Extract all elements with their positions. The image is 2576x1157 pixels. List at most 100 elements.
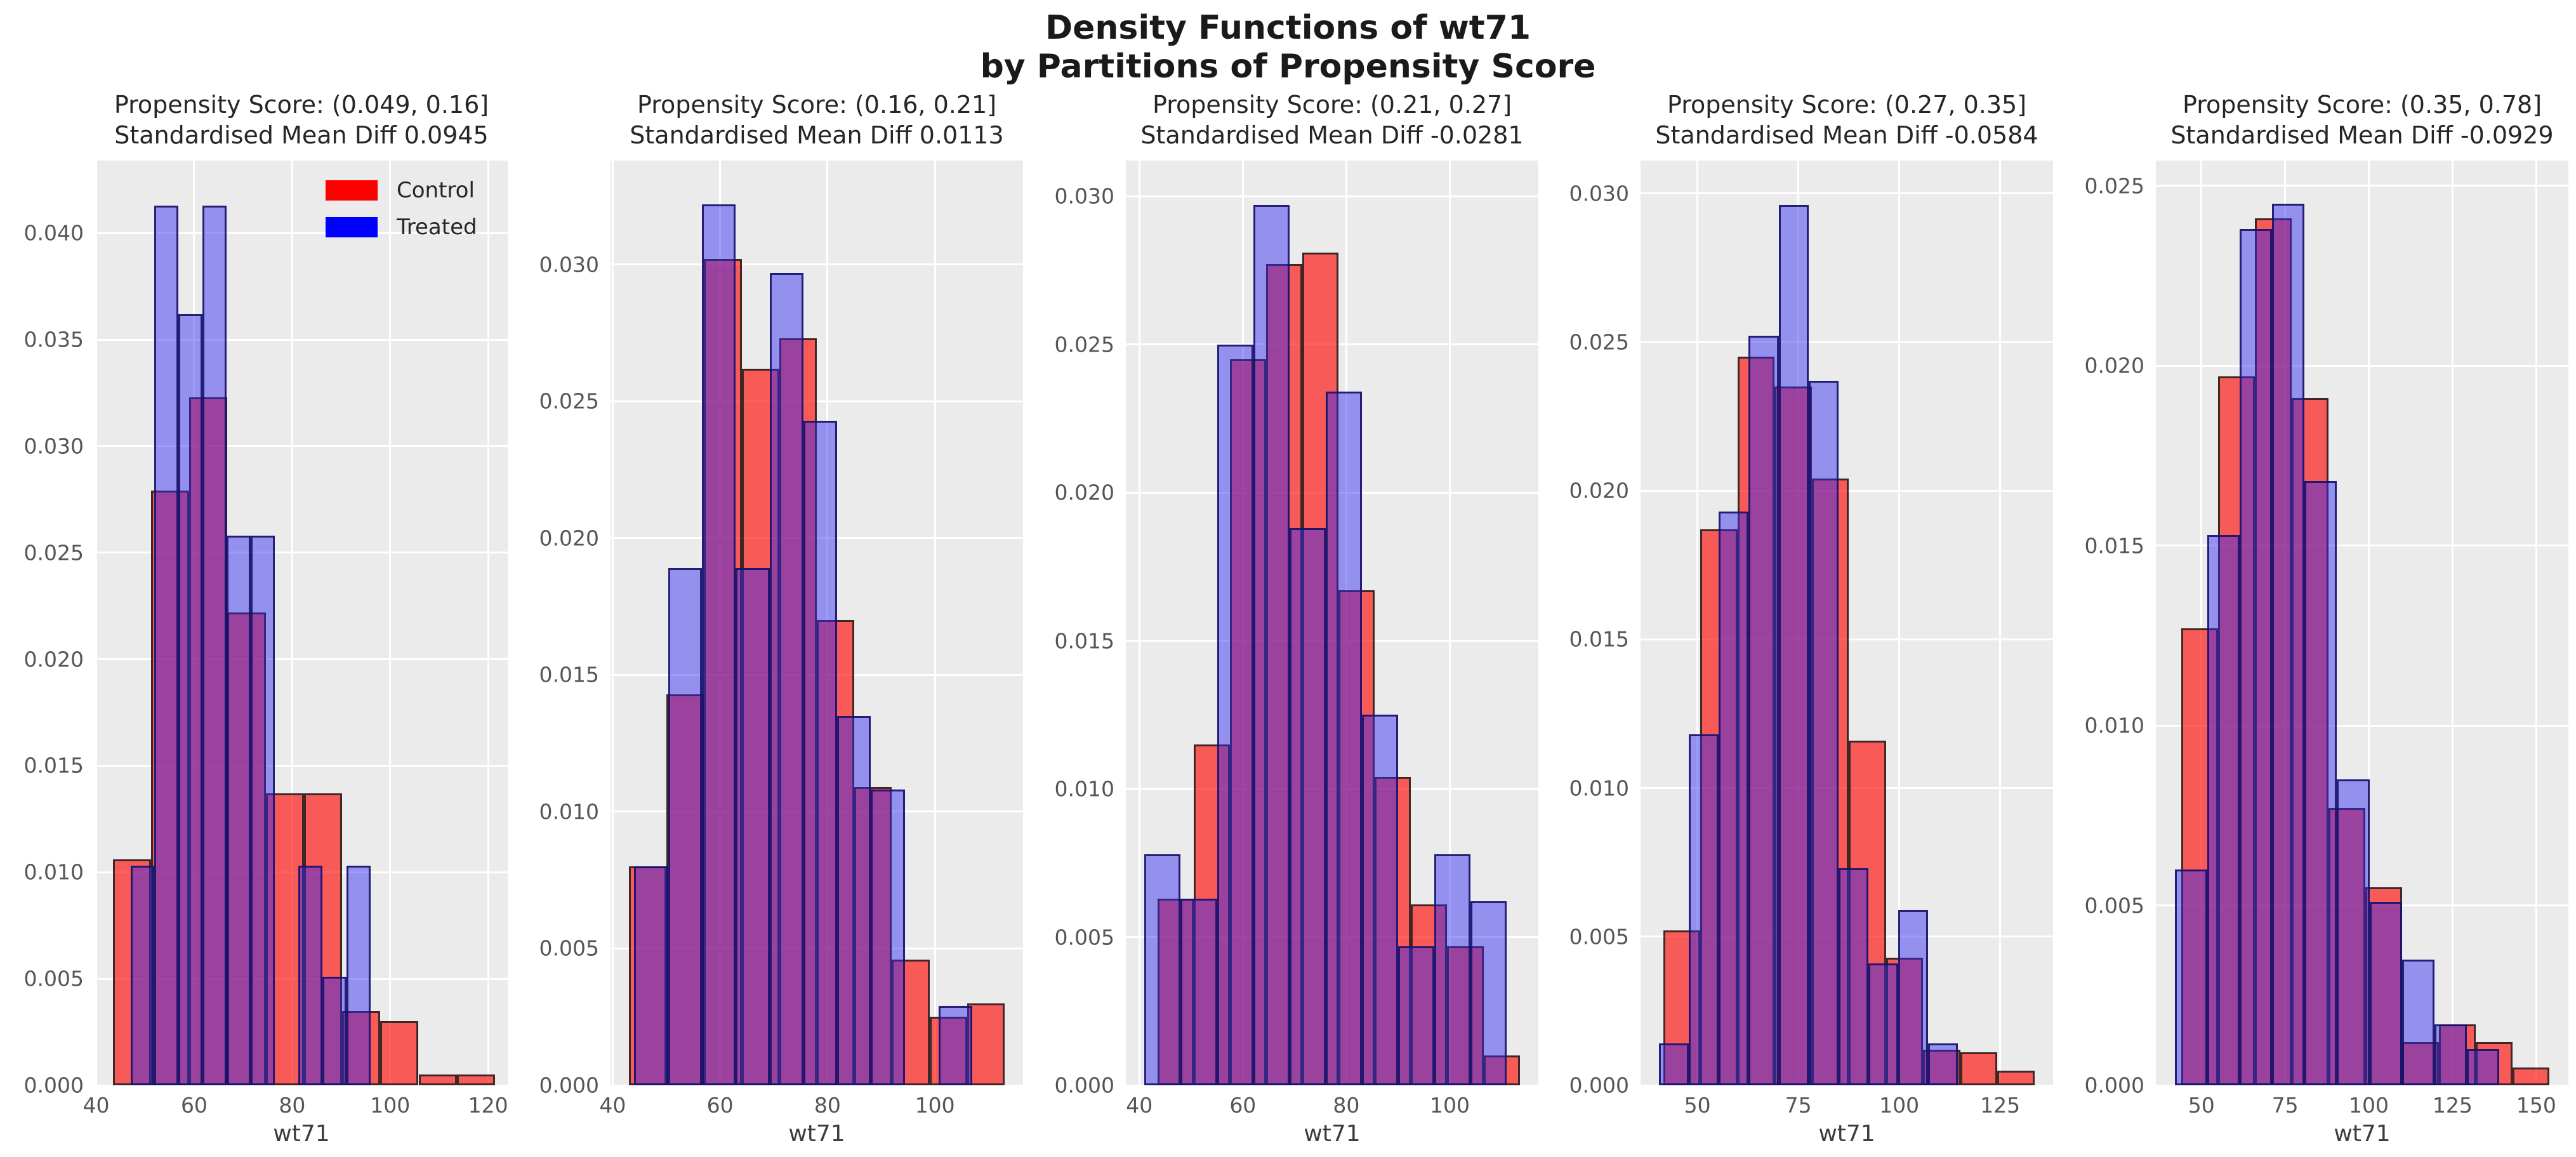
y-tick-label: 0.025 bbox=[23, 540, 84, 565]
treated-bar bbox=[803, 420, 838, 1085]
control-bar bbox=[2292, 398, 2329, 1085]
control-bar bbox=[1193, 744, 1230, 1085]
treated-bar bbox=[1868, 963, 1898, 1085]
control-bar bbox=[1886, 957, 1924, 1085]
gridline-h bbox=[2156, 1084, 2568, 1087]
plot-area bbox=[1641, 161, 2053, 1087]
gridline-h bbox=[611, 537, 1023, 539]
treated-bar bbox=[1748, 336, 1779, 1085]
y-tick-label: 0.015 bbox=[1569, 626, 1629, 652]
control-bar bbox=[2218, 376, 2256, 1085]
x-axis-label: wt71 bbox=[1304, 1121, 1361, 1147]
y-tick-label: 0.005 bbox=[23, 966, 84, 991]
x-tick-label: 100 bbox=[2349, 1093, 2389, 1118]
treated-bar bbox=[2174, 869, 2207, 1085]
x-tick-label: 75 bbox=[2271, 1093, 2299, 1118]
control-bar bbox=[380, 1021, 419, 1085]
panel-title: Propensity Score: (0.35, 0.78] Standardis… bbox=[2099, 90, 2576, 150]
panel-subtitle: Standardised Mean Diff -0.0281 bbox=[1140, 121, 1524, 149]
treated-bar bbox=[1808, 380, 1839, 1085]
treated-bar bbox=[1838, 868, 1868, 1085]
y-tick-label: 0.010 bbox=[23, 859, 84, 885]
gridline-h bbox=[611, 1084, 1023, 1087]
treated-bar bbox=[1361, 715, 1398, 1085]
treated-bar bbox=[2467, 1049, 2500, 1085]
panel-title: Propensity Score: (0.049, 0.16] Standardi… bbox=[38, 90, 565, 150]
y-tick-label: 0.020 bbox=[1054, 480, 1114, 505]
treated-bar bbox=[2304, 480, 2337, 1085]
y-tick-label: 0.025 bbox=[539, 388, 599, 414]
treated-bar bbox=[322, 976, 347, 1085]
panel-title: Propensity Score: (0.16, 0.21] Standardis… bbox=[553, 90, 1080, 150]
x-tick-label: 40 bbox=[1126, 1093, 1153, 1118]
control-bar bbox=[1737, 357, 1775, 1085]
control-bar bbox=[1774, 387, 1812, 1085]
treated-bar bbox=[2434, 1024, 2467, 1085]
treated-bar bbox=[1397, 946, 1435, 1085]
y-tick-label: 0.000 bbox=[539, 1073, 599, 1098]
control-bar bbox=[1663, 930, 1701, 1085]
treated-bar bbox=[154, 205, 179, 1085]
legend-item-treated: Treated bbox=[326, 216, 477, 238]
y-tick-label: 0.000 bbox=[1054, 1073, 1114, 1098]
y-tick-label: 0.010 bbox=[1054, 776, 1114, 802]
y-tick-label: 0.020 bbox=[23, 647, 84, 672]
panel-subtitle: Standardised Mean Diff -0.0929 bbox=[2170, 121, 2554, 149]
y-tick-label: 0.015 bbox=[2084, 533, 2144, 559]
treated-bar bbox=[226, 535, 251, 1085]
treated-bar bbox=[2337, 779, 2370, 1085]
control-bar bbox=[929, 1017, 967, 1085]
x-tick-label: 150 bbox=[2516, 1093, 2556, 1118]
control-bar bbox=[1157, 898, 1194, 1085]
x-tick-label: 75 bbox=[1785, 1093, 1812, 1118]
gridline-v bbox=[934, 161, 936, 1085]
gridline-h bbox=[611, 263, 1023, 266]
x-axis-label: wt71 bbox=[2334, 1121, 2391, 1147]
treated-bar bbox=[1325, 392, 1362, 1085]
treated-bar bbox=[769, 272, 803, 1085]
control-bar bbox=[1997, 1070, 2035, 1085]
control-bar bbox=[342, 1010, 381, 1085]
gridline-v bbox=[1449, 161, 1451, 1085]
gridline-h bbox=[1641, 1084, 2053, 1087]
legend-item-control: Control bbox=[326, 180, 477, 201]
control-bar bbox=[2181, 628, 2219, 1085]
x-tick-label: 40 bbox=[83, 1093, 110, 1118]
treated-bar bbox=[837, 716, 871, 1085]
control-bar bbox=[1375, 777, 1411, 1085]
treated-bar bbox=[1144, 854, 1181, 1085]
control-bar bbox=[227, 612, 266, 1085]
panel-title-line1: Propensity Score: (0.35, 0.78] bbox=[2182, 91, 2542, 119]
x-tick-label: 50 bbox=[2188, 1093, 2215, 1118]
panel-subtitle: Standardised Mean Diff -0.0584 bbox=[1655, 121, 2038, 149]
y-tick-label: 0.030 bbox=[23, 433, 84, 459]
x-tick-label: 100 bbox=[1430, 1093, 1470, 1118]
gridline-h bbox=[95, 764, 508, 767]
gridline-h bbox=[1126, 1084, 1538, 1087]
treated-bar bbox=[1719, 511, 1749, 1085]
treated-bar bbox=[130, 866, 155, 1085]
treated-bar bbox=[1898, 909, 1928, 1085]
treated-bar bbox=[2369, 901, 2402, 1085]
treated-bar bbox=[634, 866, 668, 1085]
y-tick-label: 0.005 bbox=[2084, 893, 2144, 918]
control-bar bbox=[2513, 1067, 2550, 1085]
gridline-h bbox=[2156, 185, 2568, 187]
y-tick-label: 0.035 bbox=[23, 327, 84, 352]
y-tick-label: 0.030 bbox=[1569, 181, 1629, 206]
x-tick-label: 60 bbox=[706, 1093, 734, 1118]
y-tick-label: 0.005 bbox=[1054, 925, 1114, 949]
treated-bar bbox=[668, 568, 702, 1085]
x-tick-label: 80 bbox=[279, 1093, 306, 1118]
gridline-h bbox=[1641, 192, 2053, 195]
y-tick-label: 0.025 bbox=[1054, 332, 1114, 357]
treated-bar bbox=[1927, 1043, 1958, 1085]
gridline-h bbox=[95, 338, 508, 341]
gridline-v bbox=[1999, 161, 2002, 1085]
x-tick-label: 60 bbox=[180, 1093, 208, 1118]
y-tick-label: 0.000 bbox=[2084, 1073, 2144, 1098]
control-color-swatch bbox=[326, 180, 378, 201]
legend-label: Control bbox=[397, 178, 475, 203]
y-tick-label: 0.025 bbox=[1569, 329, 1629, 355]
